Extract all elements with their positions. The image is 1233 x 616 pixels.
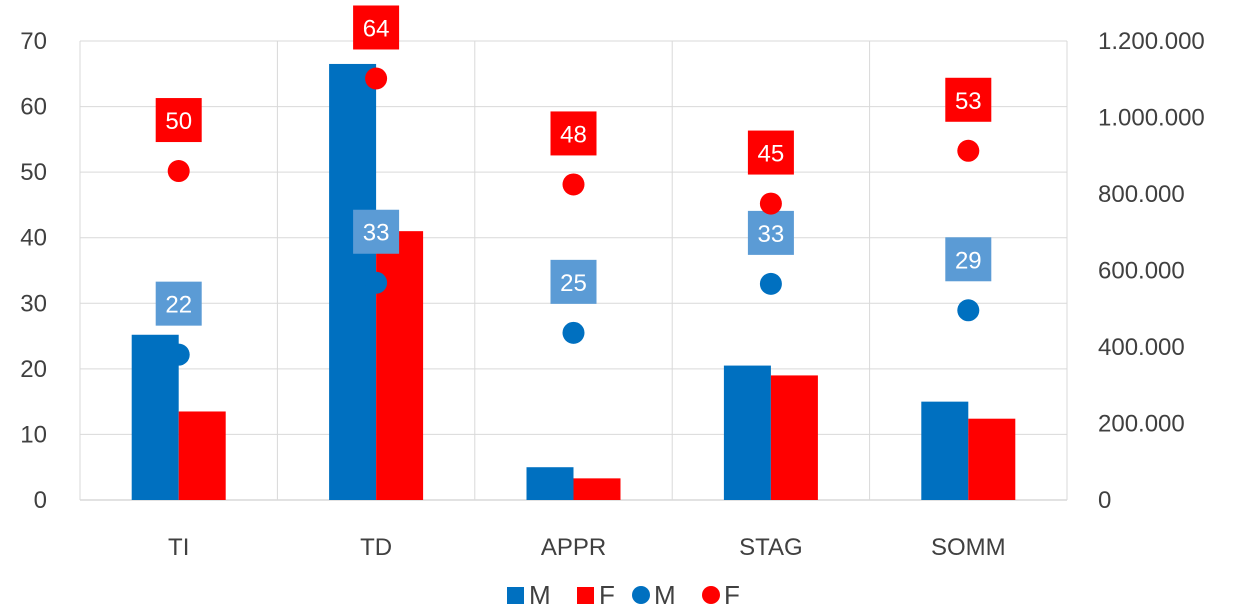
data-label: 64 — [363, 15, 390, 42]
data-label: 53 — [955, 88, 982, 115]
category-label: STAG — [739, 534, 803, 561]
data-label: 22 — [165, 292, 192, 319]
point-f — [562, 173, 585, 196]
category-label: APPR — [541, 534, 606, 561]
data-label-box — [550, 259, 597, 304]
gridlines — [79, 40, 1068, 501]
data-label: 50 — [165, 108, 192, 135]
right-tick-label: 0 — [1098, 487, 1111, 514]
left-tick-label: 0 — [34, 487, 47, 514]
left-tick-label: 30 — [20, 290, 47, 317]
data-label-box — [353, 209, 400, 254]
bar-f — [376, 231, 424, 500]
data-label-box — [550, 111, 597, 156]
legend-swatch-square — [507, 587, 524, 604]
left-tick-label: 20 — [20, 356, 47, 383]
point-m — [562, 321, 585, 344]
data-label-box — [155, 98, 202, 143]
legend-label: M — [654, 580, 676, 610]
point-f — [167, 160, 190, 183]
data-label-box — [747, 130, 794, 175]
data-label: 45 — [758, 141, 785, 168]
point-f — [957, 139, 980, 162]
category-label: TD — [360, 534, 392, 561]
right-tick-label: 1.000.000 — [1098, 105, 1205, 132]
left-tick-label: 60 — [20, 94, 47, 121]
bar-f — [968, 418, 1016, 500]
legend-swatch-square — [577, 587, 594, 604]
data-label: 25 — [560, 270, 587, 297]
point-m — [365, 271, 388, 294]
point-m — [957, 299, 980, 322]
left-tick-label: 70 — [20, 28, 47, 55]
category-label: SOMM — [931, 534, 1006, 561]
bar-series — [131, 63, 1016, 500]
bar-f — [178, 411, 226, 500]
right-tick-label: 1.200.000 — [1098, 28, 1205, 55]
category-label: TI — [168, 534, 189, 561]
legend-label: F — [724, 580, 740, 610]
data-label-box — [945, 77, 992, 122]
scatter-series: 22 33 25 33 29 50 64 48 45 53 — [155, 5, 992, 366]
right-tick-label: 600.000 — [1098, 258, 1185, 285]
data-label-box — [945, 237, 992, 282]
bar-m — [921, 401, 969, 500]
data-label-box — [155, 281, 202, 326]
category-axis: TI TD APPR STAG SOMM — [168, 534, 1006, 561]
left-tick-label: 50 — [20, 159, 47, 186]
data-label: 48 — [560, 121, 587, 148]
data-label: 33 — [363, 220, 390, 247]
bar-f — [770, 375, 818, 500]
data-label-box — [747, 210, 794, 255]
legend-label: F — [599, 580, 615, 610]
legend-swatch-circle — [632, 586, 650, 604]
point-f — [365, 67, 388, 90]
point-f — [759, 192, 782, 215]
left-axis: 0 10 20 30 40 50 60 70 — [20, 28, 47, 514]
data-label-box — [353, 5, 400, 50]
data-label: 33 — [758, 221, 785, 248]
bar-m — [723, 365, 771, 500]
legend-label: M — [529, 580, 551, 610]
data-label: 29 — [955, 247, 982, 274]
left-tick-label: 40 — [20, 225, 47, 252]
right-tick-label: 200.000 — [1098, 411, 1185, 438]
bar-f — [573, 478, 621, 500]
right-axis: 0 200.000 400.000 600.000 800.000 1.000.000 1.… — [1098, 28, 1205, 514]
right-tick-label: 400.000 — [1098, 334, 1185, 361]
right-tick-label: 800.000 — [1098, 181, 1185, 208]
legend-swatch-circle — [702, 586, 720, 604]
bar-m — [526, 467, 574, 500]
point-m — [167, 343, 190, 366]
point-m — [759, 272, 782, 295]
left-tick-label: 10 — [20, 421, 47, 448]
